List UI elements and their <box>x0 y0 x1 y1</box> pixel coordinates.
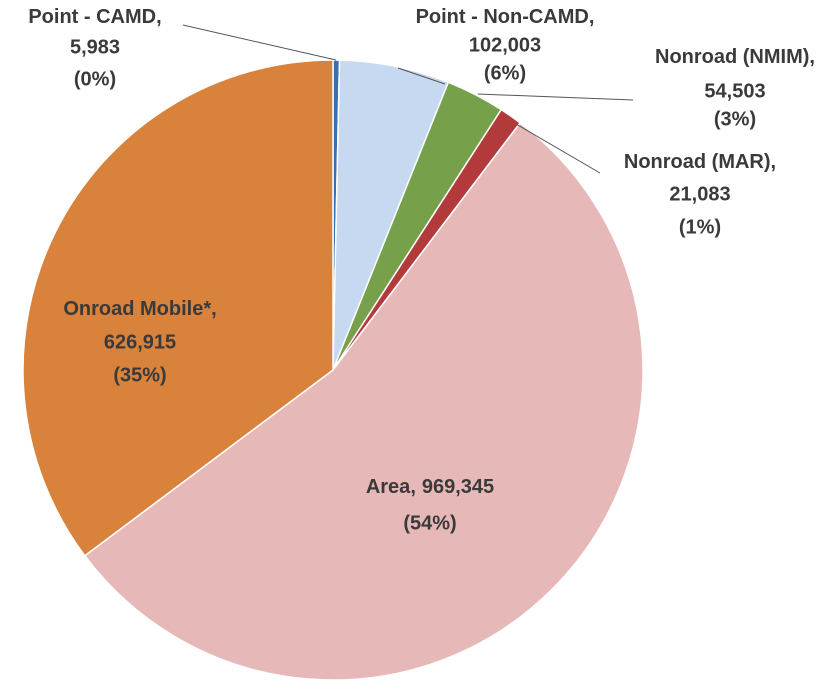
leader-line <box>182 24 337 61</box>
separator: , <box>410 476 416 498</box>
leader-line <box>397 67 446 85</box>
percent-label: (35%) <box>113 364 166 386</box>
separator: , <box>211 298 217 320</box>
leader-line <box>477 93 634 101</box>
category-label: Nonroad (MAR), <box>624 151 776 173</box>
category-label: Nonroad (NMIM), <box>655 46 815 68</box>
separator: , <box>589 6 595 28</box>
leader-line <box>515 123 601 174</box>
category: Area <box>366 476 411 498</box>
category: Onroad Mobile* <box>63 298 211 320</box>
value-label: 5,983 <box>70 36 120 58</box>
data-label: Nonroad (MAR), 21,083 (1%) <box>624 151 776 238</box>
data-label: Area, 969,345 (54%) <box>366 476 494 534</box>
percent-label: (6%) <box>484 62 526 84</box>
data-label: Onroad Mobile*, 626,915 (35%) <box>63 298 216 386</box>
category: Point - CAMD <box>28 6 156 28</box>
separator: , <box>809 46 815 68</box>
slice-label: Area, 969,345 <box>366 476 494 498</box>
percent-label: (54%) <box>403 512 456 534</box>
category-label: Point - Non-CAMD, <box>416 6 595 28</box>
percent-label: (1%) <box>679 216 721 238</box>
pie-slice <box>83 121 644 681</box>
category: Nonroad (MAR) <box>624 151 771 173</box>
slices <box>22 59 644 681</box>
category: Nonroad (NMIM) <box>655 46 809 68</box>
pie-slice <box>22 59 334 557</box>
separator: , <box>771 151 777 173</box>
data-label: Nonroad (NMIM), 54,503 (3%) <box>655 46 815 130</box>
value-label: 102,003 <box>469 34 541 56</box>
separator: , <box>156 6 162 28</box>
value-label: 626,915 <box>104 331 176 353</box>
category-label: Point - CAMD, <box>28 6 161 28</box>
data-label: Point - CAMD, 5,983 (0%) <box>28 6 161 90</box>
value-label: 54,503 <box>704 80 765 102</box>
labels: Point - CAMD, 5,983 (0%) Point - Non-CAMD, 1… <box>28 6 815 534</box>
percent-label: (3%) <box>714 108 756 130</box>
value-label: 21,083 <box>669 183 730 205</box>
value-label: 969,345 <box>422 476 494 498</box>
percent-label: (0%) <box>74 68 116 90</box>
category: Point - Non-CAMD <box>416 6 589 28</box>
data-label: Point - Non-CAMD, 102,003 (6%) <box>416 6 595 84</box>
category-label: Onroad Mobile*, <box>63 298 216 320</box>
